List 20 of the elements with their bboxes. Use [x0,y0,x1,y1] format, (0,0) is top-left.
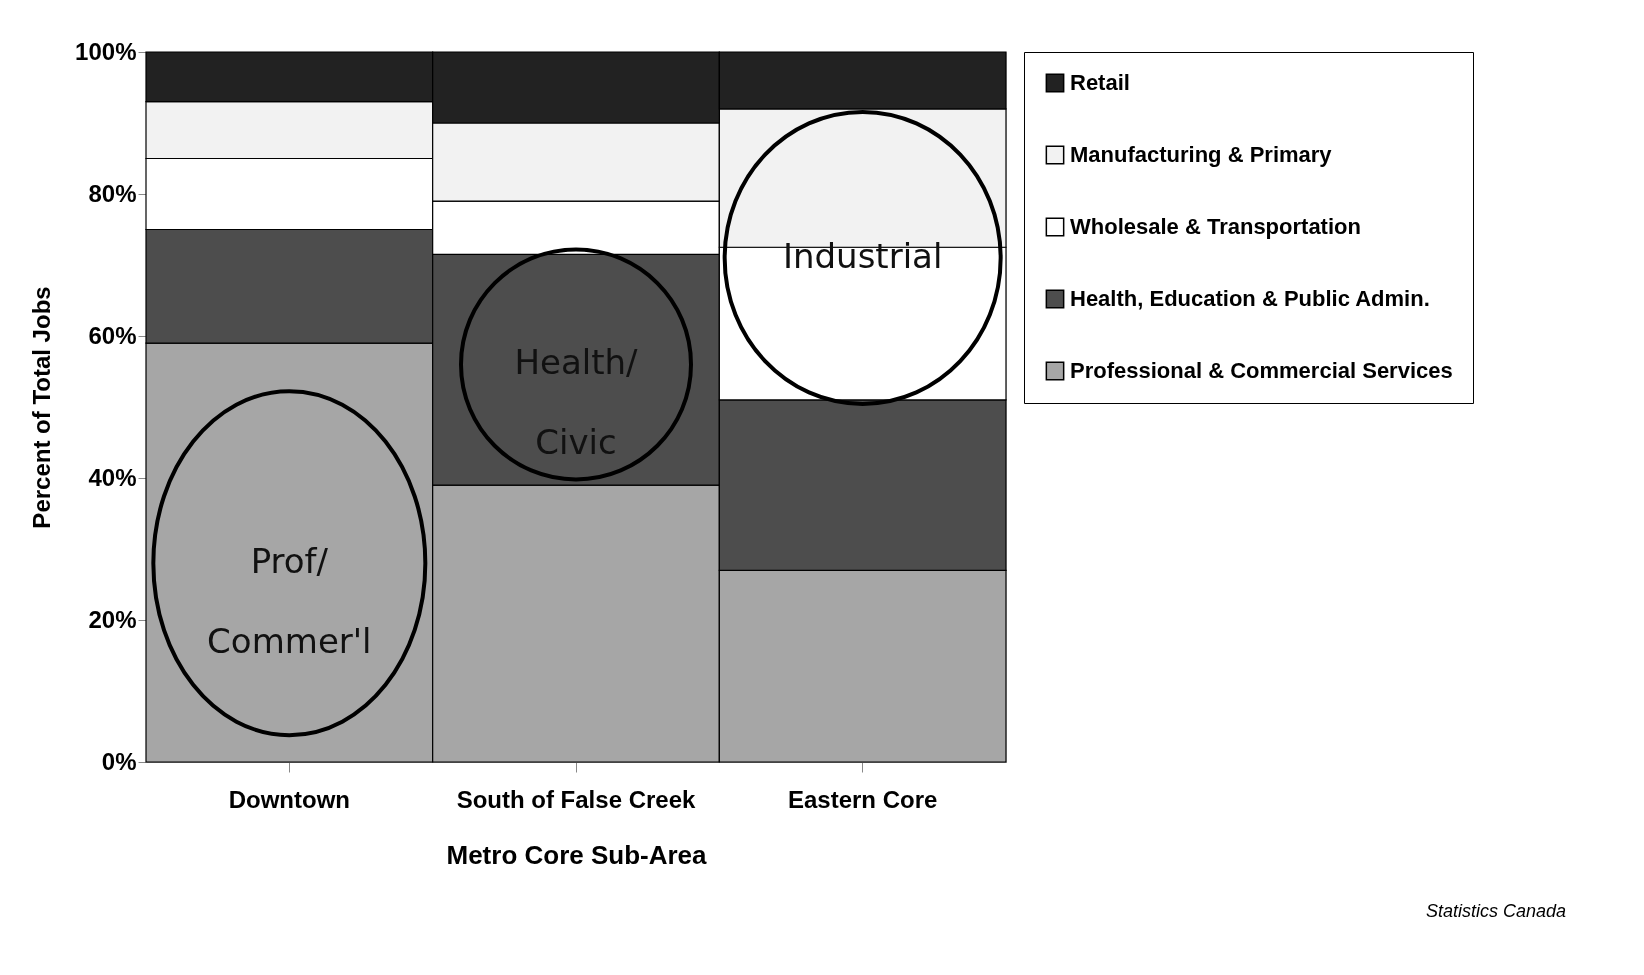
legend-label: Manufacturing & Primary [1070,142,1333,167]
y-tick-label: 20% [88,605,137,633]
x-tick-label: Downtown [228,785,350,813]
legend-label: Health, Education & Public Admin. [1070,286,1430,311]
annotation: Prof/ Commer'l [207,541,372,662]
y-tick-label: 60% [88,321,137,349]
x-axis-title: Metro Core Sub-Area [446,839,708,870]
text: Statistics Canada [1425,901,1566,921]
y-tick-label: 0% [101,747,137,775]
annotation: Health/ Civic [514,342,639,463]
y-axis-title: Percent of Total Jobs [28,286,56,529]
x-tick-label: South of False Creek [456,785,697,813]
y-tick-label: 100% [75,37,137,65]
y-tick-label: 80% [88,179,137,207]
y-tick-label: 40% [88,463,137,491]
legend-label: Retail [1070,70,1130,95]
x-tick-label: Eastern Core [787,785,938,813]
legend-label: Professional & Commercial Services [1070,358,1453,383]
annotation: Industrial [782,235,943,276]
legend-label: Wholesale & Transportation [1070,214,1361,239]
